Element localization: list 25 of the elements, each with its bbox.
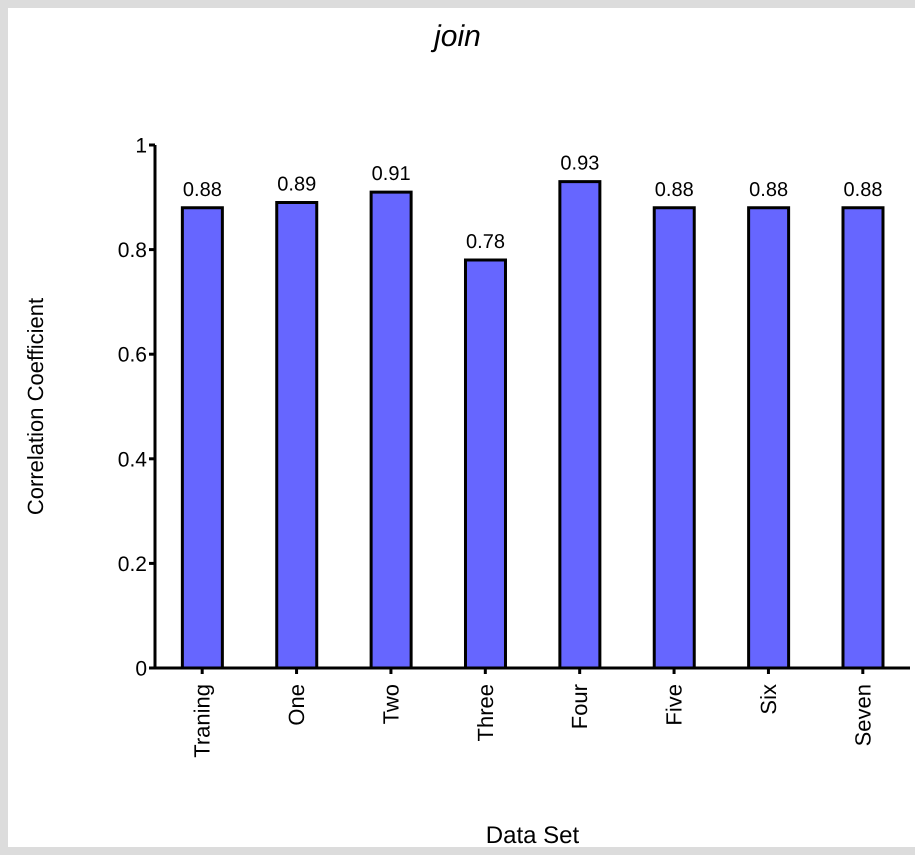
data-label: 0.91 <box>372 163 411 186</box>
x-axis-title: Data Set <box>486 822 580 849</box>
y-tick-label: 1 <box>135 134 147 158</box>
x-tick-label: Five <box>662 684 687 726</box>
data-label: 0.88 <box>654 178 694 201</box>
y-tick-label: 0.8 <box>118 239 147 262</box>
y-tick-label: 0 <box>135 657 147 680</box>
x-tick-label: Three <box>472 684 498 742</box>
data-label: 0.93 <box>560 152 600 175</box>
data-label: 0.88 <box>749 178 788 201</box>
x-tick-label: Two <box>378 684 404 724</box>
x-tick-label: Seven <box>850 684 876 746</box>
x-tick-label: Four <box>567 684 592 730</box>
y-tick-label: 0.2 <box>118 552 147 576</box>
x-tick-label: One <box>284 684 310 726</box>
y-tick-label: 0.6 <box>118 344 147 367</box>
data-label: 0.88 <box>182 178 222 201</box>
y-tick-label: 0.4 <box>118 448 148 472</box>
data-label: 0.88 <box>844 178 882 201</box>
data-label: 0.89 <box>277 174 316 196</box>
data-label: 0.78 <box>466 231 505 254</box>
x-tick-label: Six <box>756 684 781 715</box>
y-axis-title: Correlation Coefficient <box>22 298 48 516</box>
x-tick-label: Traning <box>190 684 215 758</box>
chart-title: join <box>430 20 482 54</box>
